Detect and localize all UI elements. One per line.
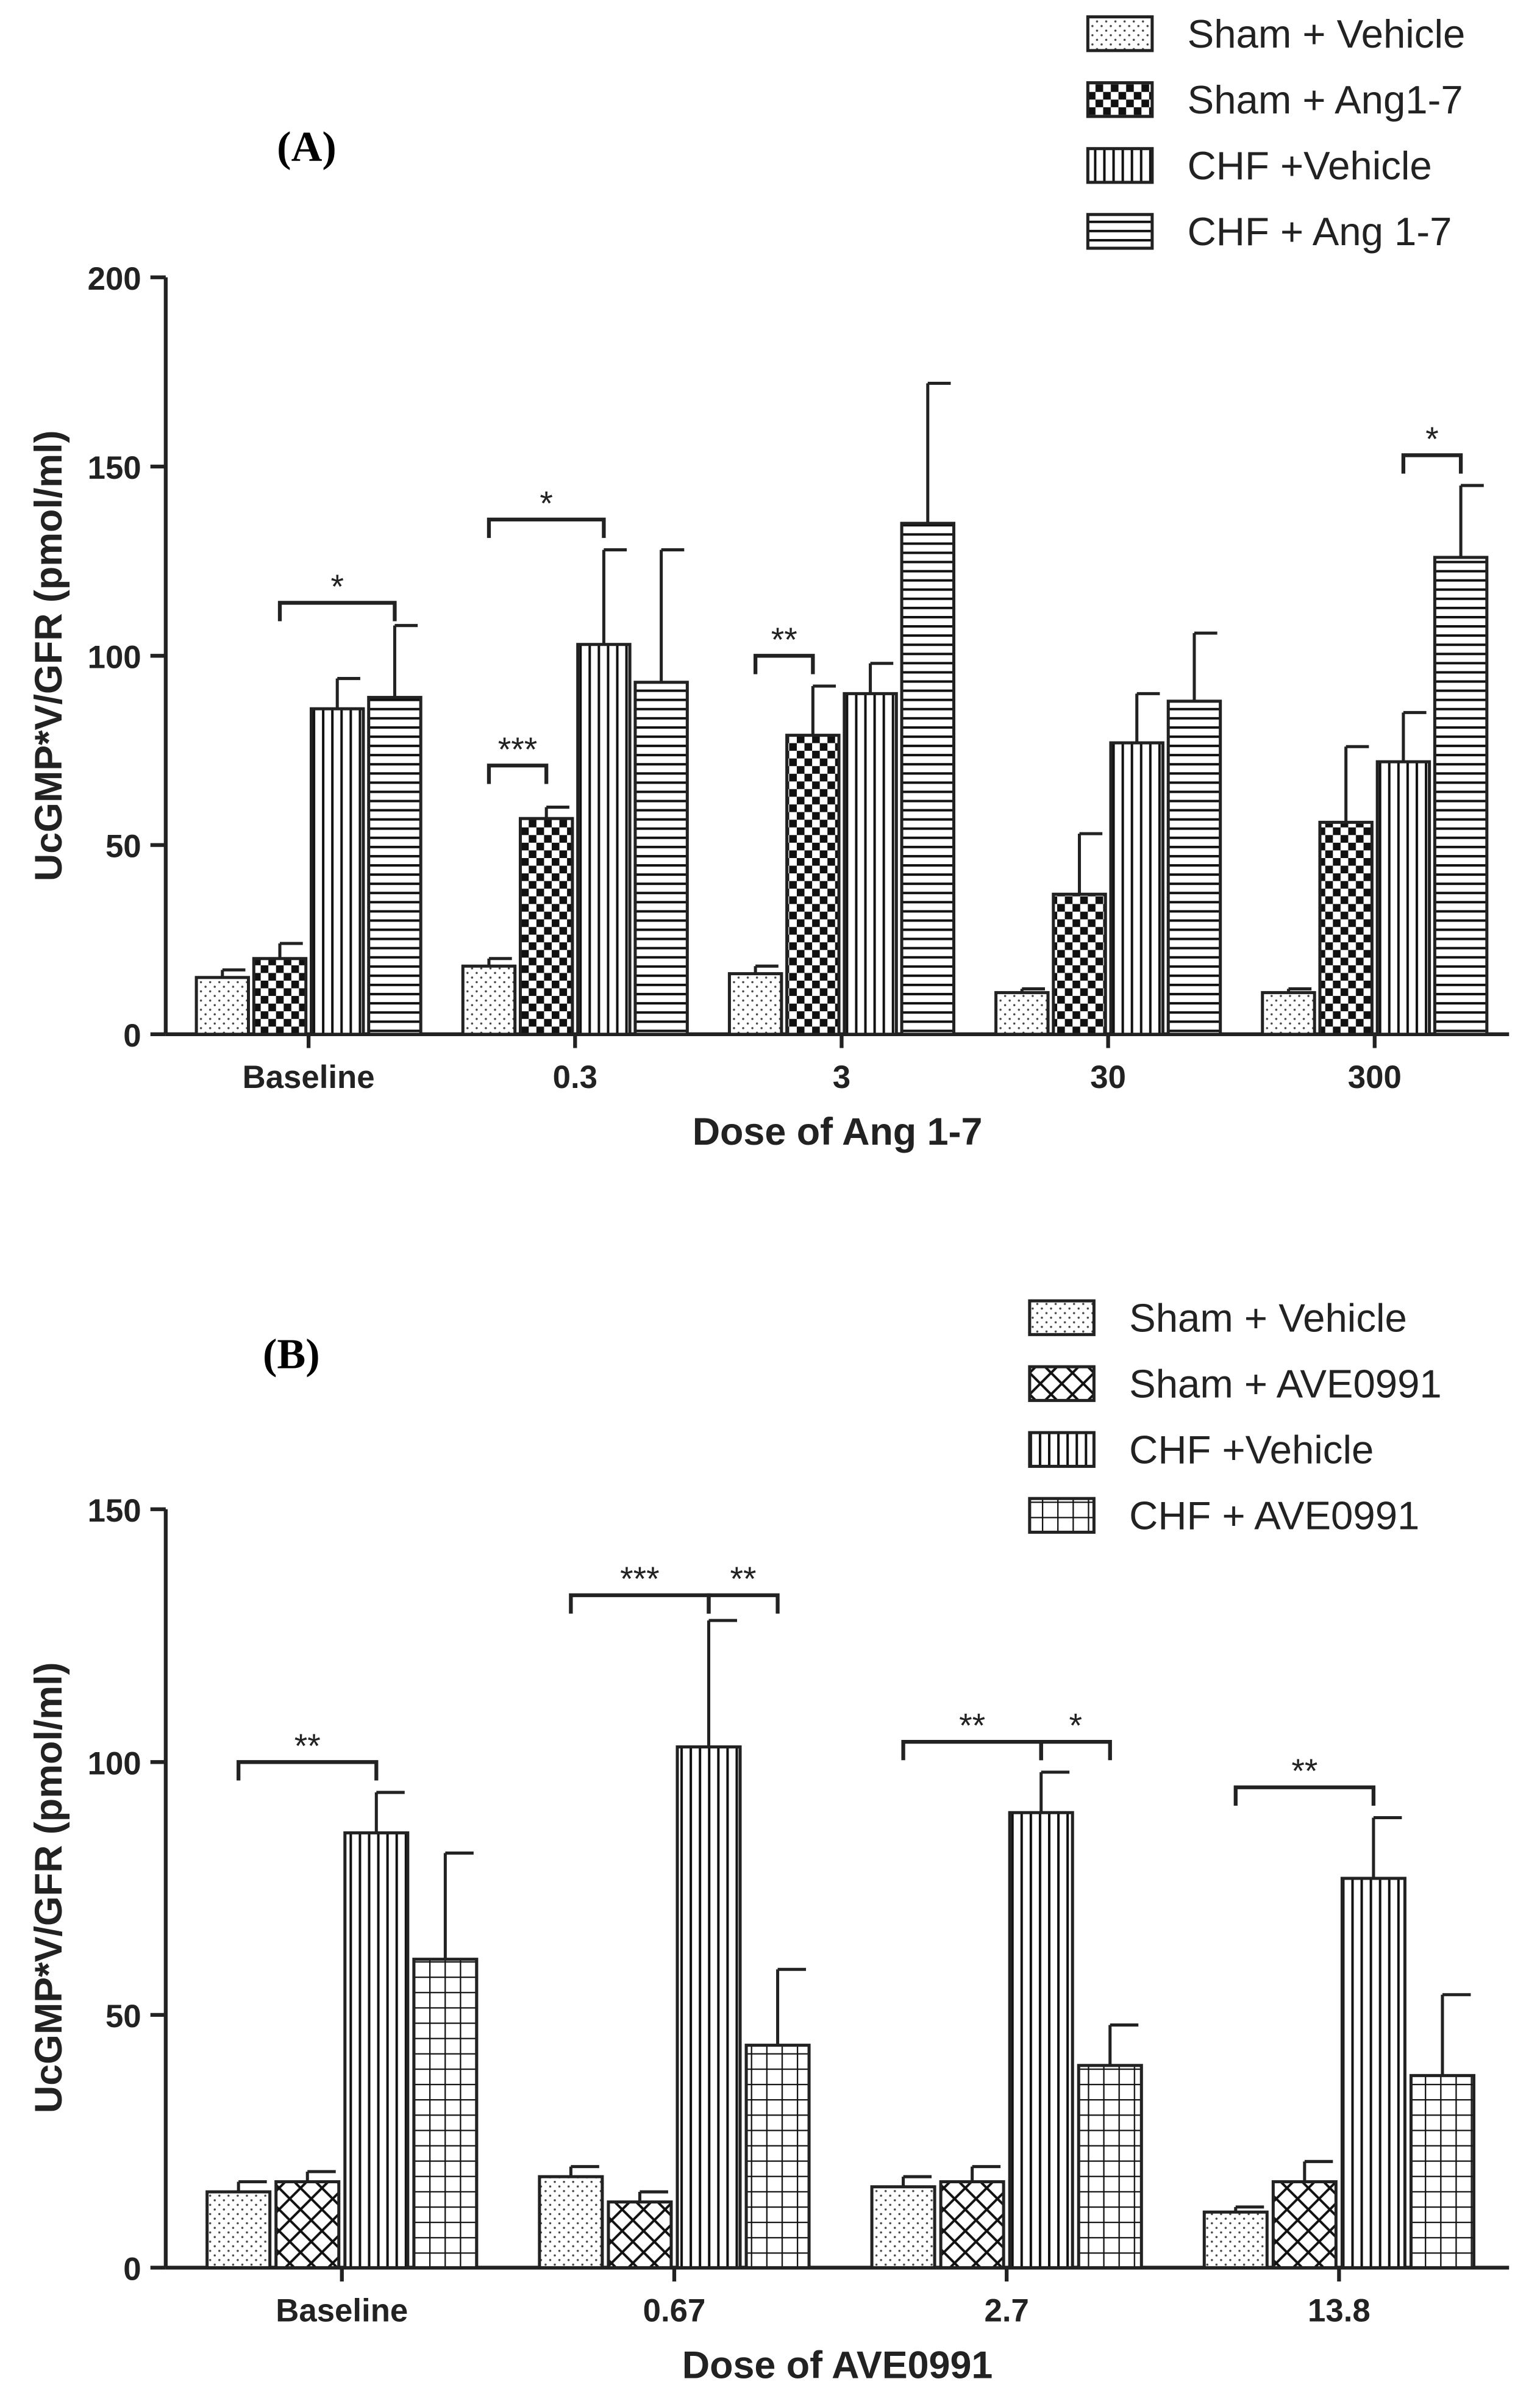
legend-label: Sham + Vehicle	[1188, 12, 1466, 56]
bar	[870, 2185, 936, 2269]
bar	[576, 643, 632, 1036]
significance-bracket	[487, 764, 549, 784]
legend-swatch	[1086, 213, 1154, 250]
x-axis-label: Dose of Ang 1-7	[693, 1111, 983, 1153]
bar	[518, 817, 574, 1036]
bar	[252, 957, 308, 1036]
bar	[1166, 700, 1222, 1036]
bar	[843, 692, 898, 1036]
bar	[744, 2044, 811, 2269]
y-tick-label: 50	[105, 1998, 141, 2034]
significance-label: *	[330, 568, 344, 606]
y-axis-label: UcGMP*V/GFR (pmol/ml)	[27, 1662, 70, 2114]
bar	[1433, 556, 1489, 1036]
significance-bracket	[277, 601, 397, 621]
y-axis-label: UcGMP*V/GFR (pmol/ml)	[27, 430, 70, 881]
bar	[1052, 892, 1107, 1036]
bar	[939, 2180, 1005, 2269]
x-tick-label: 13.8	[1308, 2292, 1371, 2328]
x-tick-label: 30	[1090, 1059, 1126, 1095]
y-tick-label: 0	[123, 1018, 141, 1054]
significance-label: *	[1425, 420, 1439, 458]
significance-label: **	[771, 621, 797, 659]
significance-label: *	[1069, 1707, 1082, 1745]
legend-label: CHF +Vehicle	[1188, 143, 1432, 188]
bar	[1109, 741, 1164, 1036]
x-tick-label: 3	[833, 1059, 850, 1095]
significance-label: ***	[620, 1560, 660, 1598]
bar	[461, 964, 517, 1036]
legend-swatch	[1086, 15, 1154, 52]
bar	[1271, 2180, 1338, 2269]
panel-label: (A)	[277, 123, 337, 171]
bar	[607, 2200, 673, 2269]
legend-label: Sham + Vehicle	[1129, 1295, 1407, 1340]
bar	[1202, 2210, 1269, 2269]
x-tick-label: 300	[1348, 1059, 1402, 1095]
legend-swatch	[1028, 1365, 1096, 1402]
legend-swatch	[1086, 81, 1154, 118]
bar	[1261, 991, 1316, 1036]
y-tick-label: 0	[123, 2252, 141, 2288]
bar	[412, 1958, 479, 2269]
bar	[994, 991, 1050, 1036]
y-tick-label: 200	[88, 261, 141, 297]
bar	[900, 521, 956, 1036]
legend-label: Sham + Ang1-7	[1188, 77, 1463, 122]
bar	[538, 2175, 604, 2269]
bar	[1077, 2064, 1143, 2269]
x-tick-label: 2.7	[985, 2292, 1029, 2328]
significance-label: ***	[498, 731, 538, 768]
y-tick-label: 100	[88, 1745, 141, 1781]
significance-bracket	[707, 1593, 780, 1614]
legend-label: Sham + AVE0991	[1129, 1361, 1442, 1406]
legend-label: CHF + AVE0991	[1129, 1493, 1419, 1537]
significance-bracket	[753, 654, 815, 674]
bar	[633, 681, 689, 1036]
y-tick-label: 100	[88, 639, 141, 675]
significance-label: **	[1291, 1752, 1317, 1790]
bar	[1318, 820, 1374, 1036]
legend-label: CHF +Vehicle	[1129, 1427, 1374, 1472]
bar	[1375, 760, 1431, 1036]
bar	[205, 2190, 272, 2269]
x-axis-label: Dose of AVE0991	[682, 2344, 993, 2386]
legend-swatch	[1028, 1299, 1096, 1336]
legend-swatch	[1028, 1431, 1096, 1468]
bar	[676, 1745, 742, 2269]
x-tick-label: Baseline	[243, 1059, 375, 1095]
bar	[194, 976, 251, 1036]
significance-label: **	[294, 1727, 321, 1765]
legend-swatch	[1028, 1497, 1096, 1534]
significance-bracket	[237, 1760, 379, 1781]
significance-label: *	[540, 484, 553, 522]
x-tick-label: Baseline	[276, 2292, 408, 2328]
legend-swatch	[1086, 147, 1154, 184]
bar	[1008, 1811, 1074, 2269]
bar	[310, 707, 365, 1036]
significance-label: **	[730, 1560, 757, 1598]
y-tick-label: 150	[88, 1493, 141, 1529]
y-tick-label: 150	[88, 450, 141, 486]
bar	[343, 1831, 410, 2269]
significance-bracket	[487, 517, 606, 539]
significance-bracket	[1039, 1740, 1112, 1761]
x-tick-label: 0.3	[553, 1059, 597, 1095]
bar	[274, 2180, 341, 2269]
bar	[1340, 1877, 1406, 2269]
bar	[785, 734, 841, 1036]
significance-bracket	[1233, 1785, 1376, 1806]
significance-bracket	[1401, 453, 1463, 474]
significance-bracket	[901, 1740, 1043, 1761]
bar	[727, 972, 783, 1036]
legend-label: CHF + Ang 1-7	[1188, 209, 1452, 254]
significance-bracket	[569, 1593, 711, 1614]
panel-label: (B)	[263, 1331, 320, 1378]
y-tick-label: 50	[105, 829, 141, 865]
x-tick-label: 0.67	[643, 2292, 706, 2328]
significance-label: **	[959, 1707, 985, 1745]
bar	[1409, 2074, 1475, 2269]
bar	[367, 696, 422, 1036]
